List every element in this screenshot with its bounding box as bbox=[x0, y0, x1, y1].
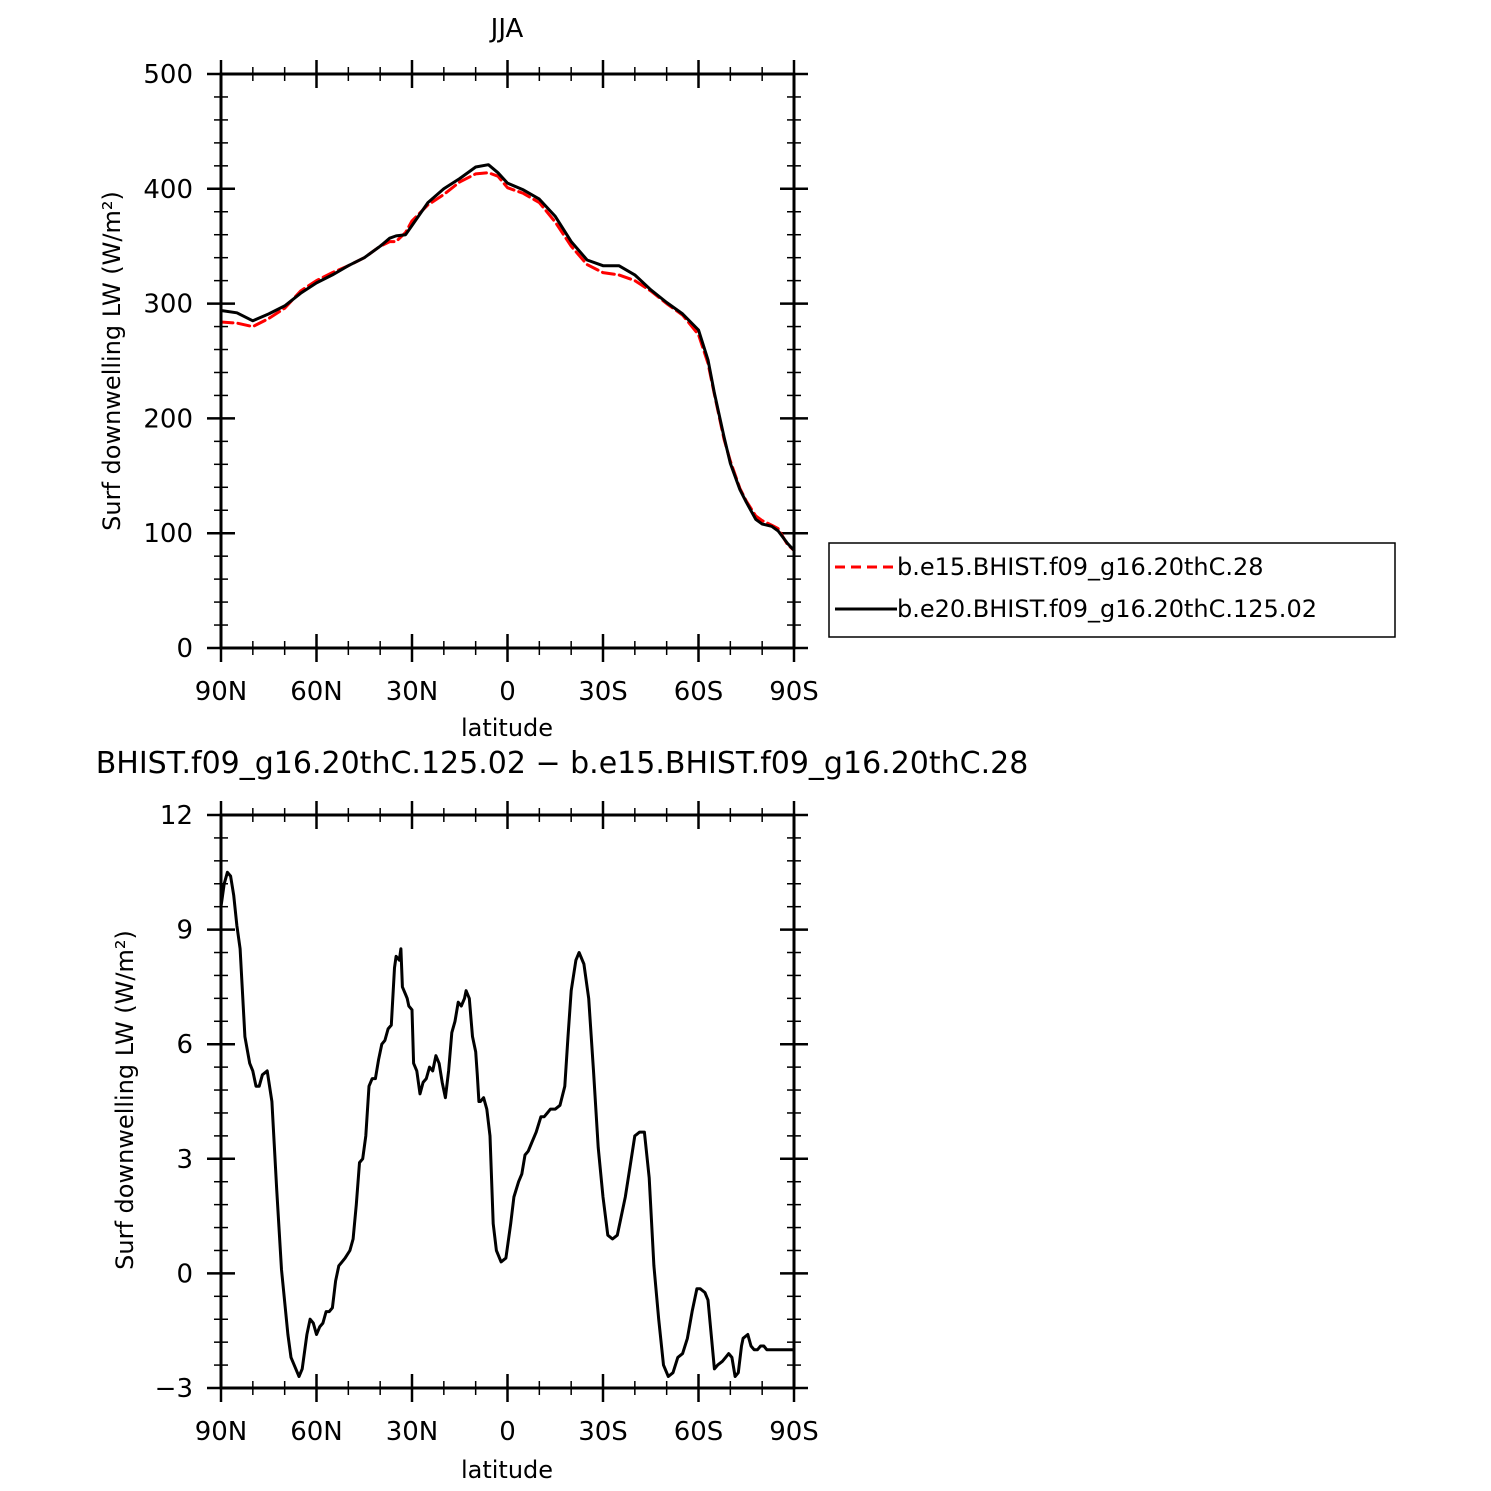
xtick-label: 30S bbox=[578, 677, 628, 707]
chart-top-y-axis-label: Surf downwelling LW (W/m²) bbox=[98, 191, 126, 531]
chart-bottom-plot-frame bbox=[219, 813, 796, 1390]
ytick-label: 400 bbox=[143, 175, 193, 205]
chart-bottom: BHIST.f09_g16.20thC.125.02 − b.e15.BHIST… bbox=[96, 746, 1029, 1484]
ytick-label: 200 bbox=[143, 404, 193, 434]
ytick-label: 0 bbox=[176, 1259, 193, 1289]
ytick-label: 100 bbox=[143, 519, 193, 549]
legend-label-series-1: b.e15.BHIST.f09_g16.20thC.28 bbox=[897, 553, 1264, 581]
xtick-label: 60N bbox=[290, 677, 343, 707]
ytick-label: 0 bbox=[176, 634, 193, 664]
chart-bottom-y-axis-label: Surf downwelling LW (W/m²) bbox=[111, 930, 139, 1270]
xtick-label: 30S bbox=[578, 1417, 628, 1447]
xtick-label: 0 bbox=[499, 677, 516, 707]
chart-top-x-axis-label: latitude bbox=[461, 714, 553, 742]
xtick-label: 30N bbox=[386, 1417, 439, 1447]
chart-top: JJA 0 100 200 300 400 500 90N 60N 30N 0 30S 60S 90S… bbox=[98, 14, 1396, 742]
chart-bottom-ytick-labels: −3 0 3 6 9 12 bbox=[155, 801, 193, 1404]
chart-top-plot-frame bbox=[219, 72, 796, 650]
legend-label-series-2: b.e20.BHIST.f09_g16.20thC.125.02 bbox=[897, 595, 1317, 623]
xtick-label: 60S bbox=[674, 1417, 724, 1447]
series-line-2 bbox=[219, 163, 796, 552]
ytick-label: 12 bbox=[160, 801, 193, 831]
chart-bottom-x-axis-label: latitude bbox=[461, 1456, 553, 1484]
xtick-label: 60N bbox=[290, 1417, 343, 1447]
xtick-label: 60S bbox=[674, 677, 724, 707]
chart-bottom-xtick-labels: 90N 60N 30N 0 30S 60S 90S bbox=[195, 1417, 819, 1447]
chart-top-ytick-labels: 0 100 200 300 400 500 bbox=[143, 60, 193, 664]
chart-top-series bbox=[219, 163, 796, 552]
ytick-label: 6 bbox=[176, 1030, 193, 1060]
series-line-1 bbox=[219, 870, 796, 1378]
xtick-label: 90S bbox=[769, 677, 819, 707]
xtick-label: 90N bbox=[195, 1417, 248, 1447]
chart-top-xtick-labels: 90N 60N 30N 0 30S 60S 90S bbox=[195, 677, 819, 707]
chart-top-title: JJA bbox=[489, 14, 524, 44]
ytick-label: 3 bbox=[176, 1145, 193, 1175]
chart-bottom-title: BHIST.f09_g16.20thC.125.02 − b.e15.BHIST… bbox=[96, 746, 1029, 781]
xtick-label: 90N bbox=[195, 677, 248, 707]
legend-box bbox=[828, 542, 1396, 638]
xtick-label: 90S bbox=[769, 1417, 819, 1447]
ytick-label: 500 bbox=[143, 60, 193, 90]
chart-top-legend: b.e15.BHIST.f09_g16.20thC.28 b.e20.BHIST… bbox=[828, 542, 1396, 638]
ytick-label: −3 bbox=[155, 1374, 193, 1404]
ytick-label: 9 bbox=[176, 916, 193, 946]
xtick-label: 0 bbox=[499, 1417, 516, 1447]
chart-bottom-series bbox=[219, 870, 796, 1378]
ytick-label: 300 bbox=[143, 290, 193, 320]
xtick-label: 30N bbox=[386, 677, 439, 707]
